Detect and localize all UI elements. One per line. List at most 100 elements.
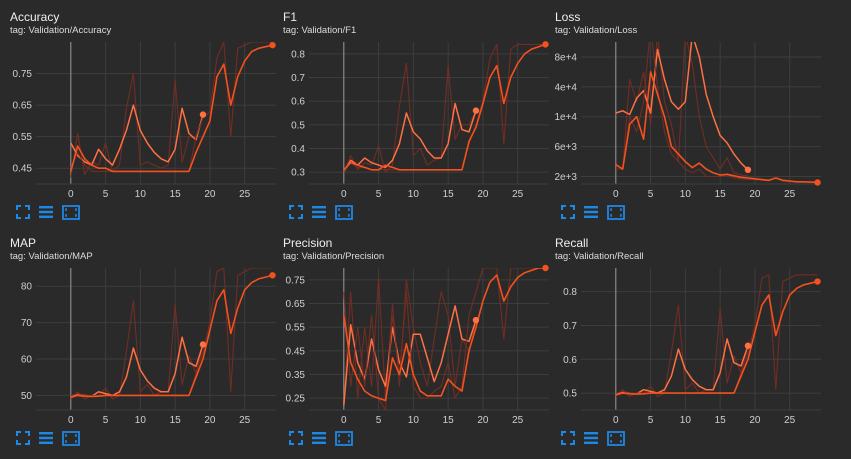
- x-tick-label: 0: [613, 189, 619, 200]
- x-tick-label: 0: [341, 189, 347, 200]
- chart-card-f1: F1 tag: Validation/F1 0 5 10 15 20 25 0.3 0.4 0.…: [283, 10, 555, 230]
- y-tick-label: 0.45: [13, 164, 33, 175]
- chart-tag: tag: Validation/Loss: [555, 25, 638, 36]
- chart-svg: 0 5 10 15 20 25 0.25 0.35 0.45 0.55 0.65 0.75: [286, 264, 549, 426]
- chart-svg: 0 5 10 15 20 25 0.3 0.4 0.5 0.6 0.7 0.8: [291, 41, 549, 200]
- series-end-point[interactable]: [199, 111, 207, 118]
- fullscreen-icon[interactable]: [561, 431, 577, 446]
- fit-domain-icon[interactable]: [62, 205, 80, 220]
- toggle-lines-icon[interactable]: [583, 431, 599, 446]
- series-line[interactable]: [343, 268, 546, 402]
- y-tick-label: 0.3: [291, 168, 305, 179]
- x-tick-label: 0: [68, 415, 74, 426]
- fit-domain-icon[interactable]: [335, 431, 353, 446]
- series-line[interactable]: [70, 44, 273, 173]
- chart-title: Precision: [283, 236, 333, 250]
- series-line[interactable]: [615, 71, 818, 184]
- fullscreen-icon[interactable]: [561, 205, 577, 220]
- series-line[interactable]: [70, 104, 204, 166]
- chart-svg: 0 5 10 15 20 25 0.5 0.6 0.7 0.8: [563, 268, 821, 426]
- series-line[interactable]: [343, 268, 546, 410]
- fullscreen-icon[interactable]: [16, 431, 32, 446]
- x-tick-label: 5: [648, 415, 654, 426]
- series-line[interactable]: [70, 73, 204, 178]
- series-end-point[interactable]: [542, 264, 549, 272]
- series-line[interactable]: [343, 43, 546, 171]
- x-tick-label: 10: [680, 189, 692, 200]
- series-end-point[interactable]: [472, 316, 480, 324]
- x-tick-label: 5: [103, 415, 109, 426]
- series-line[interactable]: [70, 274, 273, 399]
- fit-domain-icon[interactable]: [62, 431, 80, 446]
- x-tick-label: 5: [376, 415, 382, 426]
- toggle-lines-icon[interactable]: [583, 205, 599, 220]
- y-tick-label: 0.7: [563, 321, 577, 332]
- series-end-point[interactable]: [814, 278, 821, 285]
- x-tick-label: 10: [408, 189, 420, 200]
- chart-plot[interactable]: 0 5 10 15 20 25 0.25 0.35 0.45 0.55 0.65 0.75: [283, 262, 555, 430]
- chart-tag: tag: Validation/Accuracy: [10, 25, 112, 36]
- series-line[interactable]: [70, 300, 204, 400]
- x-tick-label: 15: [443, 189, 455, 200]
- series-line[interactable]: [70, 268, 273, 396]
- y-tick-label: 6e+3: [555, 142, 577, 153]
- series-end-point[interactable]: [269, 41, 276, 49]
- x-tick-label: 20: [204, 189, 216, 200]
- series-end-point[interactable]: [744, 342, 752, 349]
- fit-domain-icon[interactable]: [335, 205, 353, 220]
- series-line[interactable]: [343, 102, 477, 173]
- y-tick-label: 80: [21, 282, 33, 293]
- series-line[interactable]: [343, 62, 477, 173]
- chart-plot[interactable]: 0 5 10 15 20 25 2e+3 6e+3 1e+4 1.4e+4 1.8e+4: [555, 36, 827, 204]
- series-line[interactable]: [615, 304, 749, 398]
- y-tick-label: 0.75: [286, 275, 306, 286]
- y-tick-label: 50: [21, 391, 33, 402]
- toggle-lines-icon[interactable]: [38, 205, 54, 220]
- y-tick-label: 60: [21, 355, 33, 366]
- chart-plot[interactable]: 0 5 10 15 20 25 0.3 0.4 0.5 0.6 0.7 0.8: [283, 36, 555, 204]
- chart-plot[interactable]: 0 5 10 15 20 25 0.5 0.6 0.7 0.8: [555, 262, 827, 430]
- y-tick-label: 1e+4: [555, 112, 577, 123]
- x-tick-label: 25: [239, 415, 251, 426]
- x-tick-label: 5: [103, 189, 109, 200]
- x-tick-label: 5: [648, 189, 654, 200]
- fullscreen-icon[interactable]: [289, 431, 305, 446]
- x-tick-label: 0: [341, 415, 347, 426]
- series-end-point[interactable]: [542, 41, 549, 48]
- series-line[interactable]: [615, 36, 749, 171]
- x-tick-label: 15: [170, 189, 182, 200]
- chart-title: Recall: [555, 236, 589, 250]
- chart-svg: 0 5 10 15 20 25 2e+3 6e+3 1e+4 1.4e+4 1.8e+4: [555, 36, 821, 200]
- series-line[interactable]: [615, 280, 818, 396]
- toggle-lines-icon[interactable]: [38, 431, 54, 446]
- chart-title: Loss: [555, 10, 581, 24]
- fit-domain-icon[interactable]: [607, 431, 625, 446]
- series-line[interactable]: [615, 274, 818, 394]
- x-tick-label: 25: [784, 189, 796, 200]
- x-tick-label: 25: [512, 415, 524, 426]
- series-end-point[interactable]: [744, 166, 752, 173]
- fullscreen-icon[interactable]: [16, 205, 32, 220]
- fit-domain-icon[interactable]: [607, 205, 625, 220]
- x-tick-label: 15: [170, 415, 182, 426]
- x-tick-label: 25: [512, 189, 524, 200]
- fullscreen-icon[interactable]: [289, 205, 305, 220]
- y-tick-label: 0.75: [13, 69, 33, 80]
- chart-plot[interactable]: 0 5 10 15 20 25 50 60 70 80: [10, 262, 282, 430]
- series-end-point[interactable]: [814, 179, 821, 186]
- toggle-lines-icon[interactable]: [311, 431, 327, 446]
- series-line[interactable]: [343, 276, 477, 406]
- chart-tag: tag: Validation/Precision: [283, 251, 385, 262]
- chart-tag: tag: Validation/Recall: [555, 251, 644, 262]
- series-end-point[interactable]: [472, 107, 480, 114]
- x-tick-label: 20: [749, 415, 761, 426]
- toggle-lines-icon[interactable]: [311, 205, 327, 220]
- series-end-point[interactable]: [199, 341, 207, 348]
- x-tick-label: 20: [749, 189, 761, 200]
- y-tick-label: 0.65: [13, 101, 33, 112]
- x-tick-label: 10: [135, 189, 147, 200]
- chart-plot[interactable]: 0 5 10 15 20 25 0.45 0.55 0.65 0.75: [10, 36, 282, 204]
- x-tick-label: 10: [135, 415, 147, 426]
- chart-svg: 0 5 10 15 20 25 50 60 70 80: [21, 268, 276, 426]
- series-end-point[interactable]: [269, 272, 276, 279]
